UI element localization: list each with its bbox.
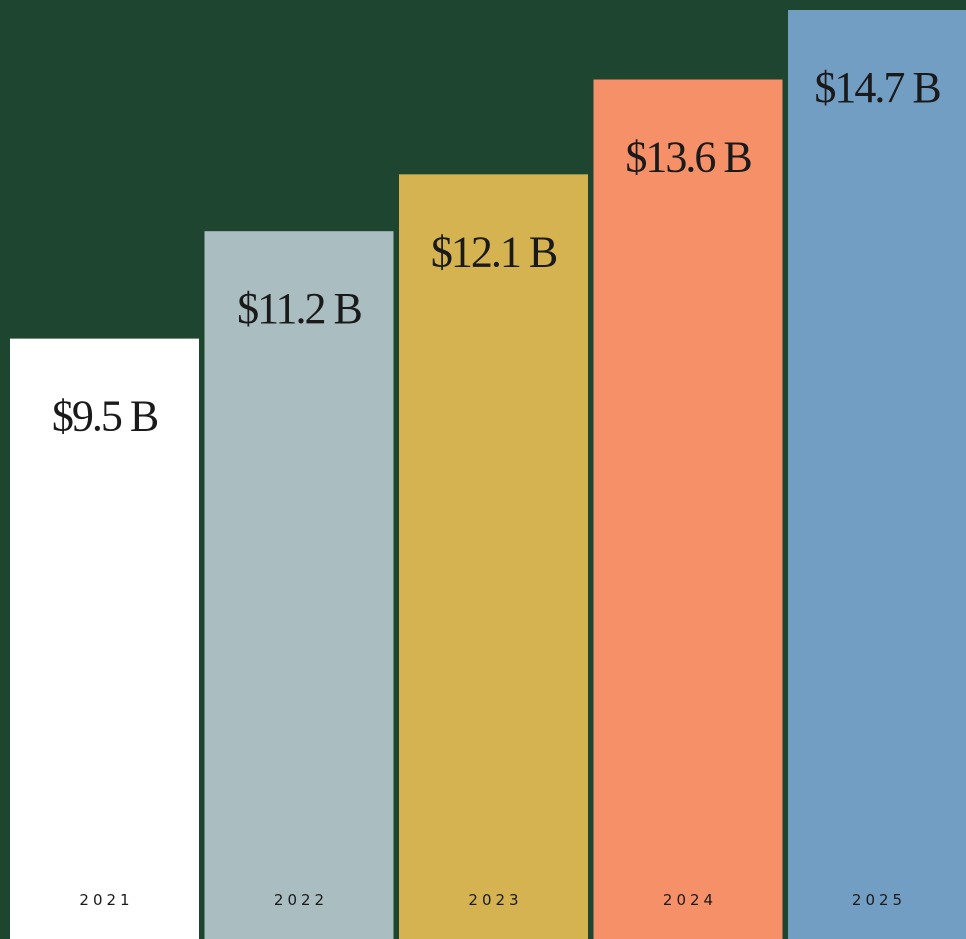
bar [10, 338, 199, 939]
bar [399, 174, 588, 939]
value-label: $11.2 B [237, 284, 361, 333]
bar [204, 231, 394, 939]
x-tick-label: 2023 [468, 891, 522, 909]
x-tick-label: 2022 [274, 891, 328, 909]
value-label: $12.1 B [431, 227, 557, 276]
x-tick-label: 2024 [663, 891, 717, 909]
x-tick-label: 2025 [852, 891, 906, 909]
value-label: $14.7 B [814, 63, 940, 112]
value-label: $13.6 B [625, 133, 751, 182]
bar [593, 79, 783, 939]
value-label: $9.5 B [52, 392, 158, 441]
bar [788, 10, 966, 939]
x-tick-label: 2021 [79, 891, 133, 909]
